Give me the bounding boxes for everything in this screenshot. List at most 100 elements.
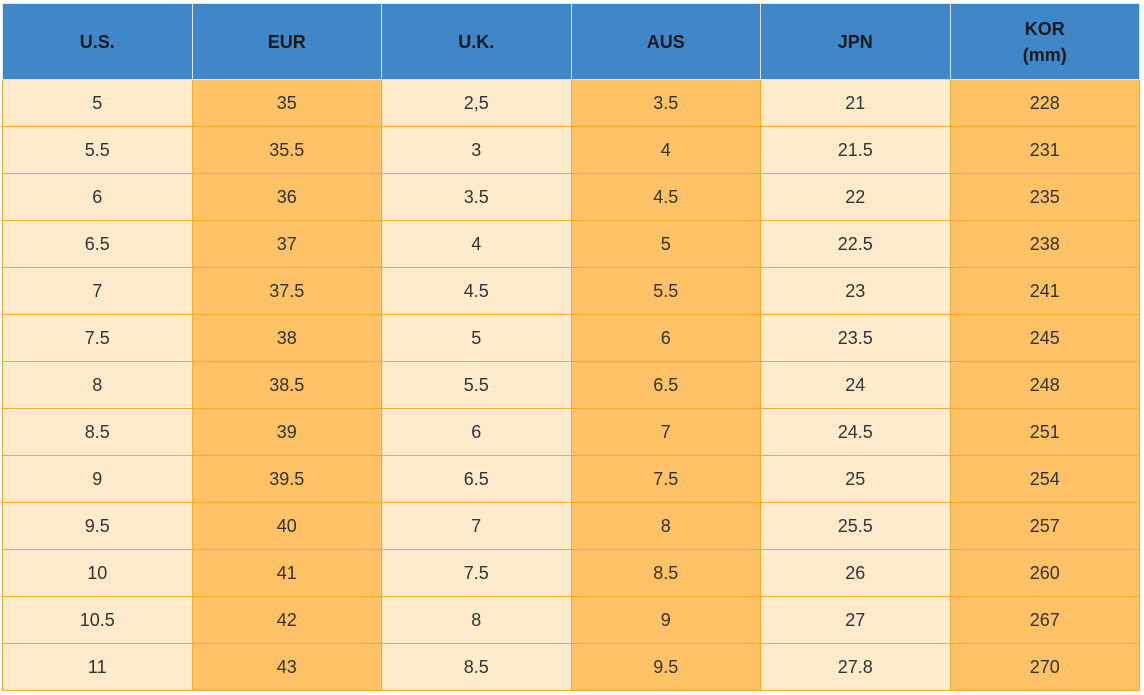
table-cell: 4	[570, 126, 761, 174]
table-cell: 40	[191, 502, 382, 550]
table-row: 8.5 39 6 7 24.5 251	[2, 408, 1140, 456]
table-cell: 6	[2, 173, 193, 221]
table-cell: 5.5	[381, 361, 572, 409]
table-cell: 238	[949, 220, 1140, 268]
table-cell: 6.5	[2, 220, 193, 268]
table-cell: 6	[381, 408, 572, 456]
table-cell: 5.5	[2, 126, 193, 174]
table-row: 6 36 3.5 4.5 22 235	[2, 173, 1140, 221]
table-cell: 22	[760, 173, 951, 221]
table-row: 5 35 2,5 3.5 21 228	[2, 79, 1140, 127]
table-cell: 23.5	[760, 314, 951, 362]
table-cell: 10	[2, 549, 193, 597]
table-row: 8 38.5 5.5 6.5 24 248	[2, 361, 1140, 409]
table-cell: 37.5	[191, 267, 382, 315]
table-cell: 23	[760, 267, 951, 315]
table-cell: 25.5	[760, 502, 951, 550]
table-cell: 11	[2, 643, 193, 691]
table-cell: 3.5	[381, 173, 572, 221]
table-cell: 6.5	[381, 455, 572, 503]
table-body: 5 35 2,5 3.5 21 228 5.5 35.5 3 4 21.5 231 6 36 3.5 4.5 2…	[2, 79, 1140, 691]
table-cell: 22.5	[760, 220, 951, 268]
table-cell: 9.5	[570, 643, 761, 691]
table-cell: 245	[949, 314, 1140, 362]
table-cell: 8	[381, 596, 572, 644]
table-cell: 267	[949, 596, 1140, 644]
table-cell: 257	[949, 502, 1140, 550]
table-cell: 41	[191, 549, 382, 597]
table-cell: 5	[381, 314, 572, 362]
column-header: EUR	[191, 3, 382, 80]
size-table: U.S. EUR U.K. AUS JPN KOR (mm) 5 35 2,5 3.5 21 228…	[2, 3, 1140, 691]
table-row: 7.5 38 5 6 23.5 245	[2, 314, 1140, 362]
table-cell: 8.5	[2, 408, 193, 456]
table-cell: 8.5	[381, 643, 572, 691]
table-row: 5.5 35.5 3 4 21.5 231	[2, 126, 1140, 174]
table-row: 9 39.5 6.5 7.5 25 254	[2, 455, 1140, 503]
table-cell: 7.5	[570, 455, 761, 503]
table-cell: 7.5	[381, 549, 572, 597]
table-cell: 39	[191, 408, 382, 456]
table-cell: 38	[191, 314, 382, 362]
table-cell: 36	[191, 173, 382, 221]
table-cell: 228	[949, 79, 1140, 127]
table-cell: 9	[570, 596, 761, 644]
column-header: U.S.	[2, 3, 193, 80]
table-cell: 4	[381, 220, 572, 268]
table-cell: 24.5	[760, 408, 951, 456]
table-header: U.S. EUR U.K. AUS JPN KOR (mm)	[2, 3, 1140, 80]
table-cell: 251	[949, 408, 1140, 456]
table-cell: 37	[191, 220, 382, 268]
table-cell: 2,5	[381, 79, 572, 127]
table-cell: 260	[949, 549, 1140, 597]
table-cell: 6	[570, 314, 761, 362]
table-cell: 21.5	[760, 126, 951, 174]
table-row: 11 43 8.5 9.5 27.8 270	[2, 643, 1140, 691]
table-cell: 9	[2, 455, 193, 503]
table-cell: 24	[760, 361, 951, 409]
table-cell: 7	[570, 408, 761, 456]
column-header: KOR (mm)	[949, 3, 1140, 80]
table-cell: 25	[760, 455, 951, 503]
table-cell: 7	[381, 502, 572, 550]
table-cell: 27.8	[760, 643, 951, 691]
table-cell: 6.5	[570, 361, 761, 409]
table-cell: 35.5	[191, 126, 382, 174]
table-cell: 8	[2, 361, 193, 409]
table-row: 7 37.5 4.5 5.5 23 241	[2, 267, 1140, 315]
column-header: JPN	[760, 3, 951, 80]
table-cell: 9.5	[2, 502, 193, 550]
header-row: U.S. EUR U.K. AUS JPN KOR (mm)	[2, 3, 1140, 80]
table-cell: 8	[570, 502, 761, 550]
table-cell: 3	[381, 126, 572, 174]
table-cell: 3.5	[570, 79, 761, 127]
table-cell: 8.5	[570, 549, 761, 597]
table-cell: 35	[191, 79, 382, 127]
table-cell: 248	[949, 361, 1140, 409]
table-cell: 27	[760, 596, 951, 644]
table-cell: 5	[570, 220, 761, 268]
table-row: 10 41 7.5 8.5 26 260	[2, 549, 1140, 597]
table-cell: 231	[949, 126, 1140, 174]
table-row: 6.5 37 4 5 22.5 238	[2, 220, 1140, 268]
table-cell: 235	[949, 173, 1140, 221]
column-header: U.K.	[381, 3, 572, 80]
table-cell: 26	[760, 549, 951, 597]
table-cell: 43	[191, 643, 382, 691]
table-cell: 4.5	[381, 267, 572, 315]
table-row: 9.5 40 7 8 25.5 257	[2, 502, 1140, 550]
table-cell: 10.5	[2, 596, 193, 644]
table-cell: 241	[949, 267, 1140, 315]
table-cell: 4.5	[570, 173, 761, 221]
table-cell: 254	[949, 455, 1140, 503]
table-cell: 270	[949, 643, 1140, 691]
table-cell: 39.5	[191, 455, 382, 503]
table-cell: 7.5	[2, 314, 193, 362]
table-row: 10.5 42 8 9 27 267	[2, 596, 1140, 644]
table-cell: 5	[2, 79, 193, 127]
table-cell: 5.5	[570, 267, 761, 315]
column-header: AUS	[570, 3, 761, 80]
table-cell: 21	[760, 79, 951, 127]
table-cell: 38.5	[191, 361, 382, 409]
